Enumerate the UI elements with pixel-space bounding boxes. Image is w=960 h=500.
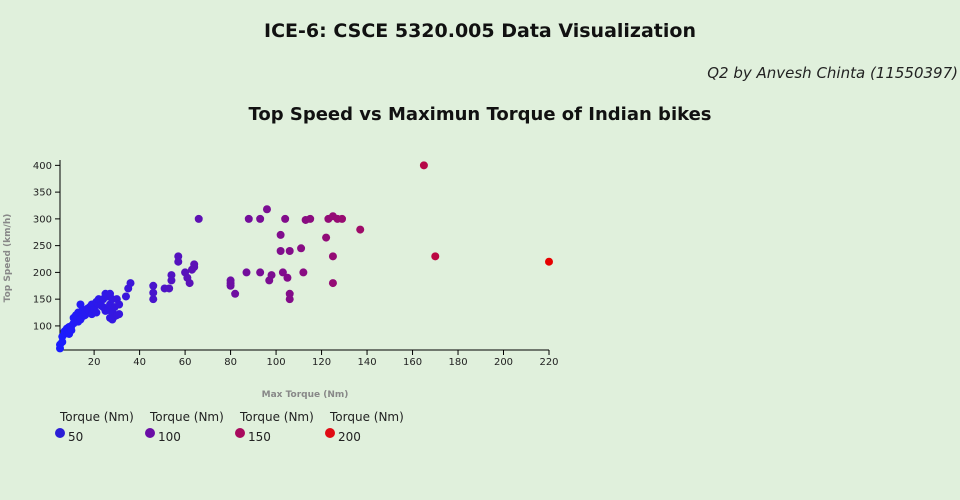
data-point[interactable] (283, 273, 292, 282)
legend-title: Torque (Nm) (60, 410, 134, 424)
data-point[interactable] (194, 214, 203, 223)
data-point[interactable] (149, 288, 158, 297)
y-tick-label: 300 (33, 214, 52, 225)
data-point[interactable] (285, 246, 294, 255)
legend-label: 200 (338, 430, 361, 444)
data-point[interactable] (174, 252, 183, 261)
legend-item-0[interactable]: Torque (Nm) 50 (55, 410, 145, 444)
legend-item-1[interactable]: Torque (Nm) 100 (145, 410, 235, 444)
x-tick-label: 160 (403, 357, 422, 368)
y-tick-label: 200 (33, 268, 52, 279)
data-point[interactable] (115, 300, 124, 309)
data-point[interactable] (276, 230, 285, 239)
data-point[interactable] (299, 268, 308, 277)
data-point[interactable] (67, 326, 76, 335)
legend-item-2[interactable]: Torque (Nm) 150 (235, 410, 325, 444)
x-tick-label: 80 (224, 357, 237, 368)
y-tick-label: 400 (33, 161, 52, 172)
x-tick-label: 60 (179, 357, 192, 368)
x-tick-label: 180 (448, 357, 467, 368)
legend-marker (55, 428, 65, 438)
data-point[interactable] (190, 260, 199, 269)
x-tick-label: 100 (267, 357, 286, 368)
data-point[interactable] (115, 310, 124, 319)
legend-title: Torque (Nm) (240, 410, 314, 424)
data-point[interactable] (281, 214, 290, 223)
data-point[interactable] (226, 281, 235, 290)
legend-marker (325, 428, 335, 438)
data-point[interactable] (244, 214, 253, 223)
x-tick-label: 220 (539, 357, 558, 368)
chart-points[interactable] (56, 161, 553, 353)
legend-marker (145, 428, 155, 438)
data-point[interactable] (165, 284, 174, 293)
data-point[interactable] (149, 281, 158, 290)
data-point[interactable] (242, 268, 251, 277)
legend-title: Torque (Nm) (330, 410, 404, 424)
data-point[interactable] (306, 214, 315, 223)
x-tick-label: 40 (133, 357, 146, 368)
data-point[interactable] (419, 161, 428, 170)
data-point[interactable] (276, 246, 285, 255)
data-point[interactable] (256, 268, 265, 277)
scatter-chart: 20 40 60 80 100 120 140 160 180 200 220 100 150 200 25… (3, 160, 559, 400)
legend-label: 100 (158, 430, 181, 444)
y-tick-label: 150 (33, 295, 52, 306)
data-point[interactable] (322, 233, 331, 242)
x-tick-label: 200 (494, 357, 513, 368)
legend-title: Torque (Nm) (150, 410, 224, 424)
data-point[interactable] (328, 252, 337, 261)
data-point[interactable] (231, 289, 240, 298)
data-point[interactable] (167, 271, 176, 280)
page-title: ICE-6: CSCE 5320.005 Data Visualization (264, 20, 696, 42)
x-tick-label: 120 (312, 357, 331, 368)
data-point[interactable] (256, 214, 265, 223)
y-axis-title: Top Speed (km/h) (3, 214, 13, 303)
data-point[interactable] (267, 271, 276, 280)
legend-item-3[interactable]: Torque (Nm) 200 (325, 410, 415, 444)
data-point[interactable] (431, 252, 440, 261)
x-tick-label: 140 (357, 357, 376, 368)
data-point[interactable] (328, 279, 337, 288)
data-point[interactable] (262, 205, 271, 214)
page-subtitle: Q2 by Anvesh Chinta (11550397) (707, 64, 958, 82)
x-tick-label: 20 (88, 357, 101, 368)
data-point[interactable] (126, 279, 135, 288)
data-point[interactable] (338, 214, 347, 223)
data-point[interactable] (149, 295, 158, 304)
data-point[interactable] (121, 292, 130, 301)
data-point[interactable] (185, 279, 194, 288)
y-tick-label: 100 (33, 321, 52, 332)
data-point[interactable] (545, 257, 553, 266)
legend-label: 150 (248, 430, 271, 444)
data-point[interactable] (297, 244, 306, 253)
data-point[interactable] (285, 295, 294, 304)
y-tick-label: 350 (33, 188, 52, 199)
y-tick-label: 250 (33, 241, 52, 252)
x-axis-title: Max Torque (Nm) (262, 390, 349, 400)
legend-label: 50 (68, 430, 84, 444)
data-point[interactable] (278, 268, 287, 277)
data-point[interactable] (92, 308, 101, 317)
chart-title: Top Speed vs Maximun Torque of Indian bi… (248, 104, 712, 125)
data-point[interactable] (356, 225, 365, 234)
legend-marker (235, 428, 245, 438)
chart-axes: 20 40 60 80 100 120 140 160 180 200 220 100 150 200 25… (33, 160, 559, 368)
